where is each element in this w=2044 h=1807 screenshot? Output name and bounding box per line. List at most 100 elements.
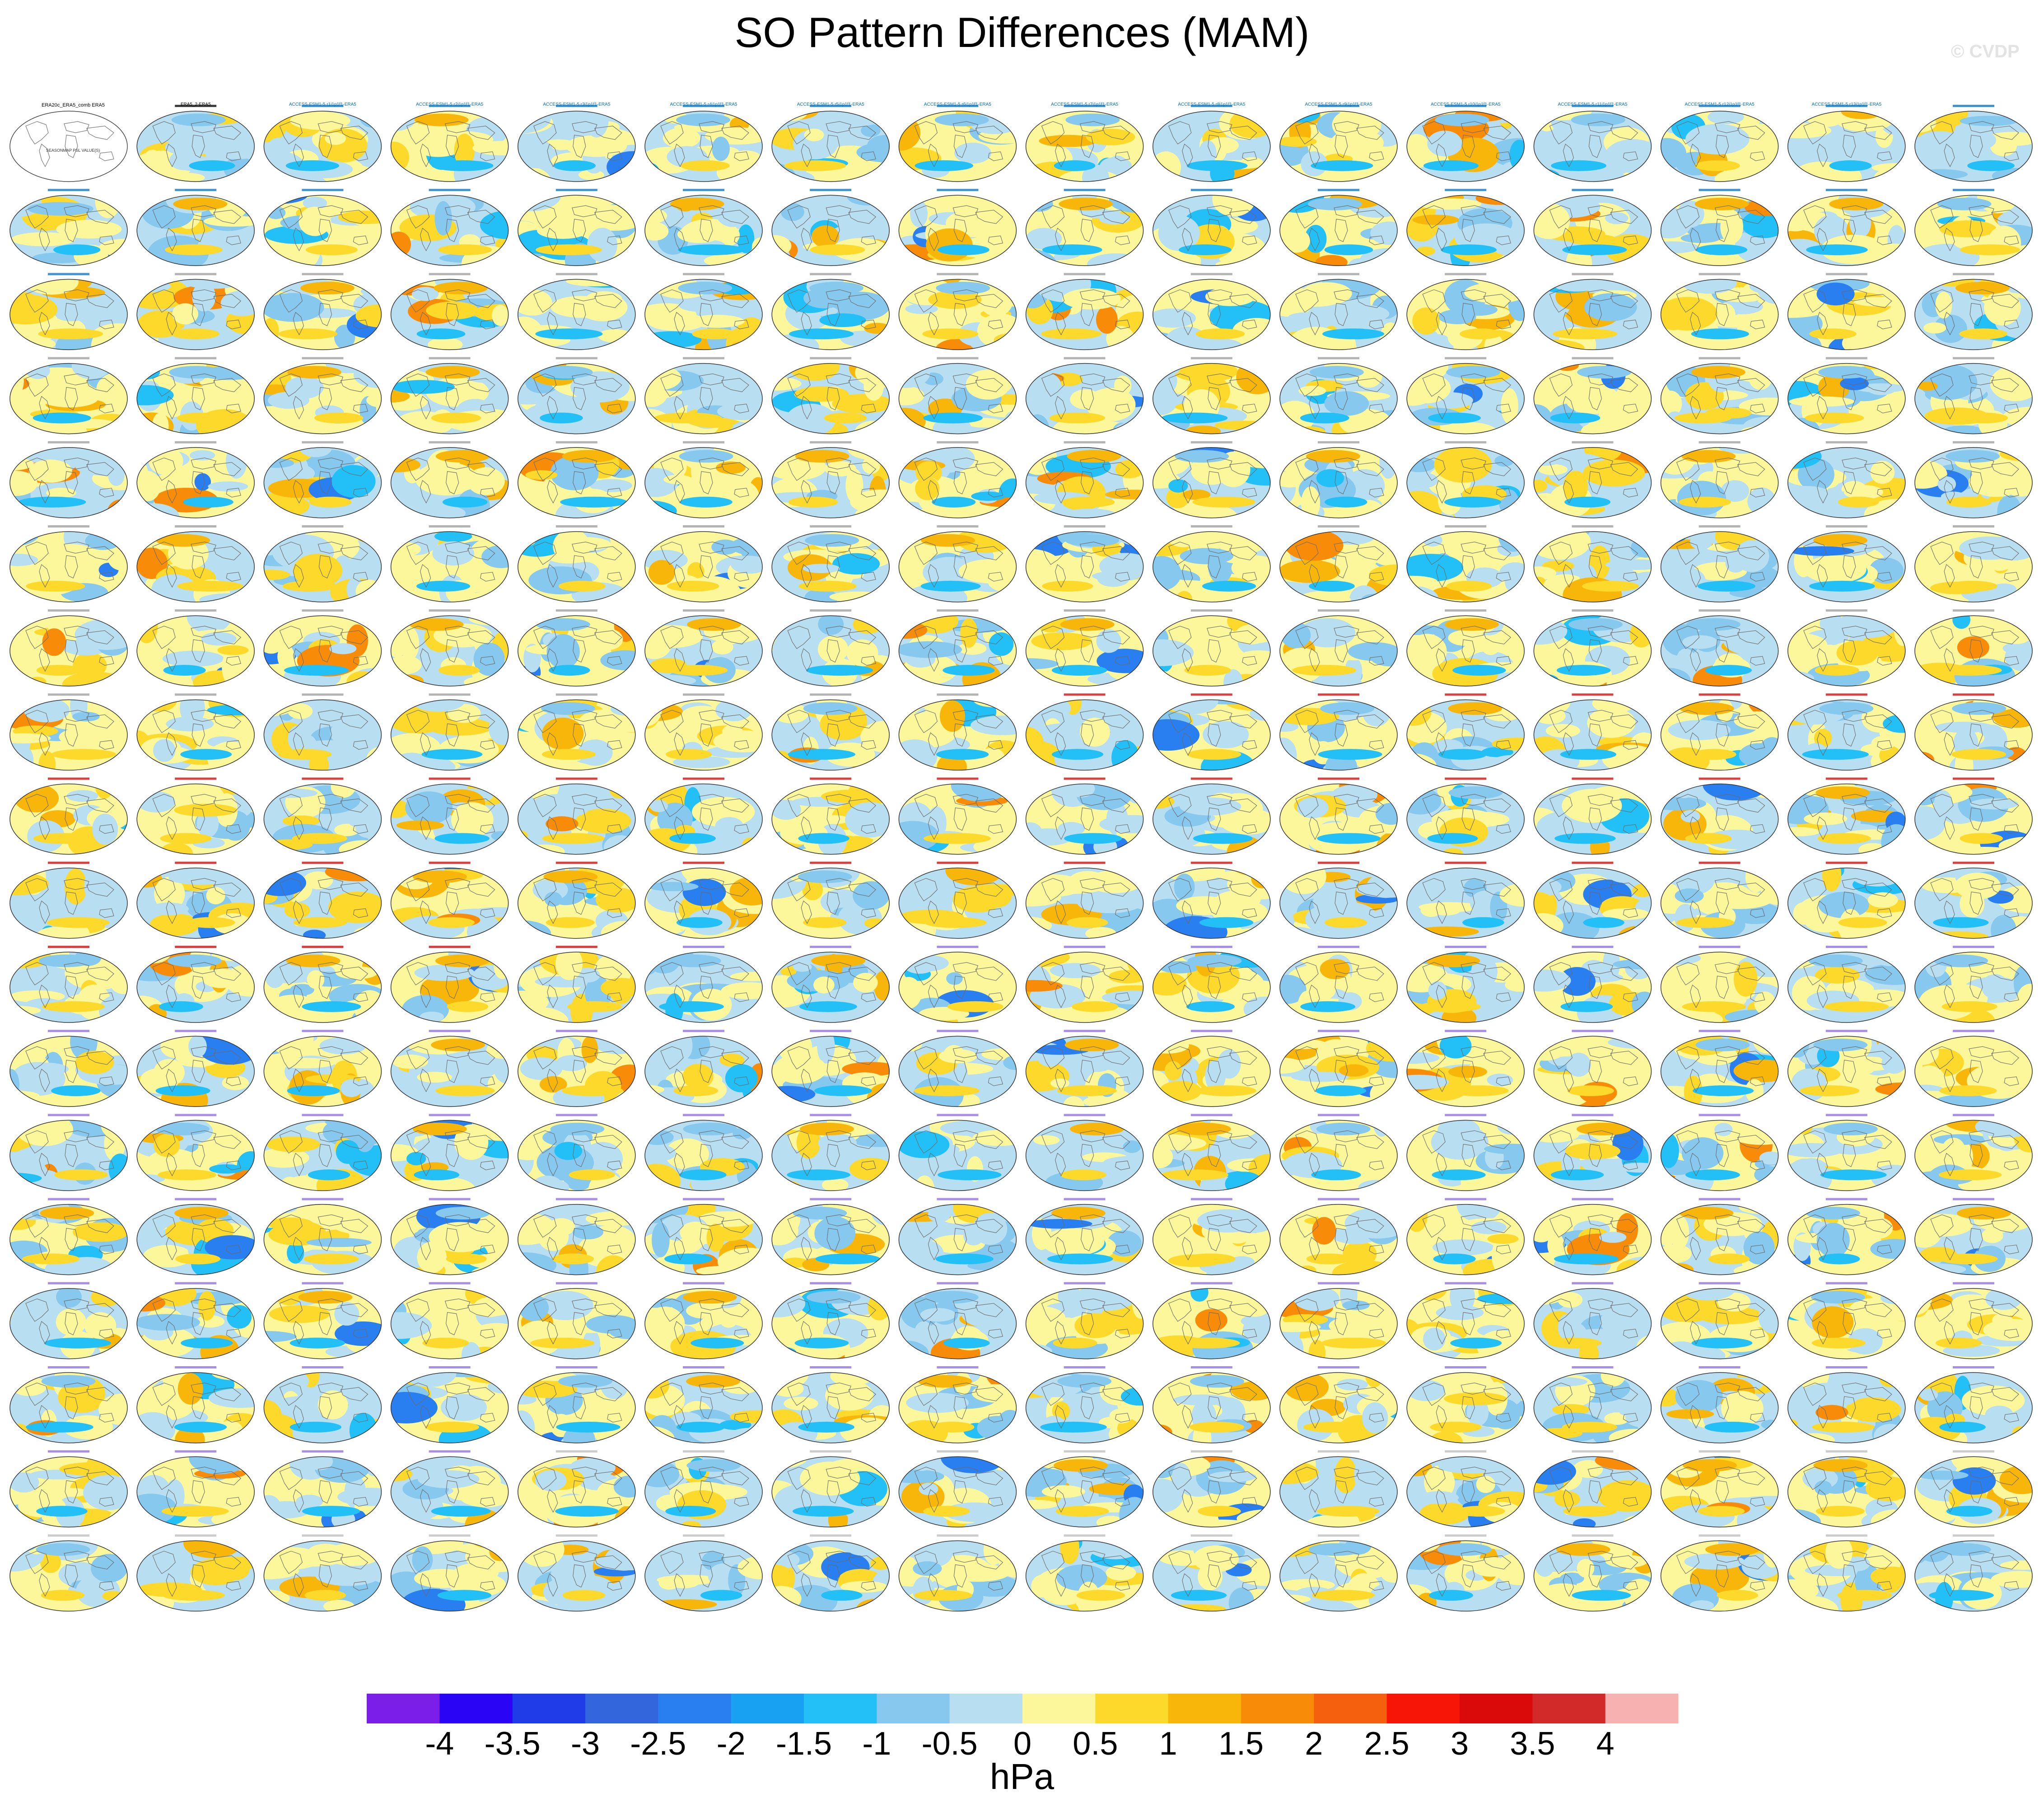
map-panel bbox=[771, 273, 890, 350]
panel-label bbox=[175, 189, 217, 191]
panel-label bbox=[1064, 861, 1106, 864]
map-panel bbox=[1279, 1198, 1398, 1275]
map-panel bbox=[1279, 1366, 1398, 1443]
map-panel bbox=[1660, 861, 1779, 939]
panel-label bbox=[1318, 693, 1359, 696]
panel-label bbox=[555, 1450, 597, 1453]
map-panel bbox=[9, 1198, 128, 1275]
map-panel bbox=[1914, 1534, 2033, 1612]
map-panel bbox=[390, 1030, 509, 1107]
map-panel bbox=[771, 777, 890, 855]
panel-label bbox=[810, 1366, 852, 1368]
panel-label bbox=[810, 1114, 852, 1116]
first-panel-subtitle: SEASONMAP PSL VALUE(S) bbox=[46, 148, 100, 153]
panel-label bbox=[1318, 609, 1359, 612]
map-panel bbox=[1660, 357, 1779, 434]
map-panel bbox=[1914, 946, 2033, 1023]
map-panel bbox=[9, 1450, 128, 1527]
map-panel bbox=[9, 946, 128, 1023]
panel-label bbox=[555, 1282, 597, 1284]
colorbar-swatch bbox=[1386, 1694, 1460, 1723]
panel-label bbox=[1318, 105, 1359, 107]
map-panel bbox=[1025, 1030, 1144, 1107]
map-panel bbox=[898, 189, 1017, 266]
panel-label bbox=[555, 1366, 597, 1368]
panel-label bbox=[1064, 1030, 1106, 1032]
panel-label bbox=[429, 1114, 471, 1116]
panel-label bbox=[1953, 693, 1994, 696]
panel-label bbox=[1699, 105, 1741, 107]
map-panel bbox=[1533, 609, 1652, 686]
map-panel bbox=[136, 1030, 255, 1107]
map-panel bbox=[1153, 273, 1271, 350]
map-panel bbox=[1787, 1198, 1906, 1275]
map-panel bbox=[1279, 273, 1398, 350]
panel-label bbox=[683, 273, 724, 275]
map-panel bbox=[644, 441, 763, 518]
panel-label bbox=[175, 1198, 217, 1200]
map-panel bbox=[263, 357, 382, 434]
panel-label bbox=[429, 525, 471, 528]
map-panel bbox=[1025, 946, 1144, 1023]
panel-label bbox=[1445, 1450, 1487, 1453]
map-panel bbox=[1025, 357, 1144, 434]
map-panel bbox=[1787, 1534, 1906, 1612]
panel-label bbox=[1699, 1534, 1741, 1537]
panel-label bbox=[810, 1198, 852, 1200]
panel-label bbox=[302, 693, 344, 696]
panel-label bbox=[1445, 441, 1487, 444]
map-panel bbox=[1406, 1198, 1525, 1275]
map-panel bbox=[136, 1534, 255, 1612]
colorbar-swatch bbox=[731, 1694, 804, 1723]
map-panel bbox=[1914, 1114, 2033, 1191]
panel-label bbox=[683, 525, 724, 528]
panel-label bbox=[1064, 441, 1106, 444]
colorbar-tick-label: 4 bbox=[1596, 1726, 1615, 1762]
map-panel bbox=[1787, 1030, 1906, 1107]
panel-label bbox=[810, 693, 852, 696]
panel-label bbox=[555, 525, 597, 528]
panel-title: ACCESS-ESM1-5 r4i1p1f1-ERA5 bbox=[670, 102, 737, 107]
map-panel bbox=[1406, 1450, 1525, 1527]
map-panel bbox=[136, 1198, 255, 1275]
map-panel bbox=[1153, 189, 1271, 266]
map-panel bbox=[1279, 693, 1398, 771]
panel-label bbox=[1190, 189, 1232, 191]
panel-label bbox=[1445, 609, 1487, 612]
map-panel bbox=[136, 946, 255, 1023]
map-panel bbox=[1660, 946, 1779, 1023]
panel-title: ERA5_2-ERA5 bbox=[181, 102, 211, 107]
colorbar-swatch bbox=[877, 1694, 950, 1723]
map-panel bbox=[1533, 105, 1652, 182]
map-panel bbox=[136, 861, 255, 939]
panel-label bbox=[1953, 1030, 1994, 1032]
map-panel bbox=[390, 1450, 509, 1527]
map-panel bbox=[644, 1282, 763, 1359]
map-panel bbox=[1153, 1030, 1271, 1107]
panel-label bbox=[302, 105, 344, 107]
map-panel bbox=[771, 1282, 890, 1359]
panel-label bbox=[1825, 1198, 1867, 1200]
panel-label bbox=[1572, 441, 1614, 444]
panel-label bbox=[1190, 525, 1232, 528]
panel-label bbox=[1953, 357, 1994, 360]
map-panel bbox=[263, 609, 382, 686]
map-panel bbox=[1279, 777, 1398, 855]
map-panel bbox=[263, 1450, 382, 1527]
map-panel bbox=[1279, 609, 1398, 686]
panel-label bbox=[937, 946, 979, 948]
panel-label bbox=[1318, 273, 1359, 275]
map-panel bbox=[1914, 1198, 2033, 1275]
map-panel bbox=[1406, 693, 1525, 771]
map-panel bbox=[1153, 525, 1271, 602]
panel-label bbox=[1572, 1114, 1614, 1116]
panel-label bbox=[683, 1030, 724, 1032]
map-panel bbox=[518, 189, 636, 266]
panel-title: ACCESS-ESM1-5 r12i1p1f1-ERA5 bbox=[1685, 102, 1755, 107]
panel-label bbox=[683, 1198, 724, 1200]
panel-label bbox=[1064, 1534, 1106, 1537]
panel-label bbox=[302, 1534, 344, 1537]
panel-label bbox=[1064, 273, 1106, 275]
map-panel bbox=[1025, 273, 1144, 350]
panel-label bbox=[1825, 861, 1867, 864]
